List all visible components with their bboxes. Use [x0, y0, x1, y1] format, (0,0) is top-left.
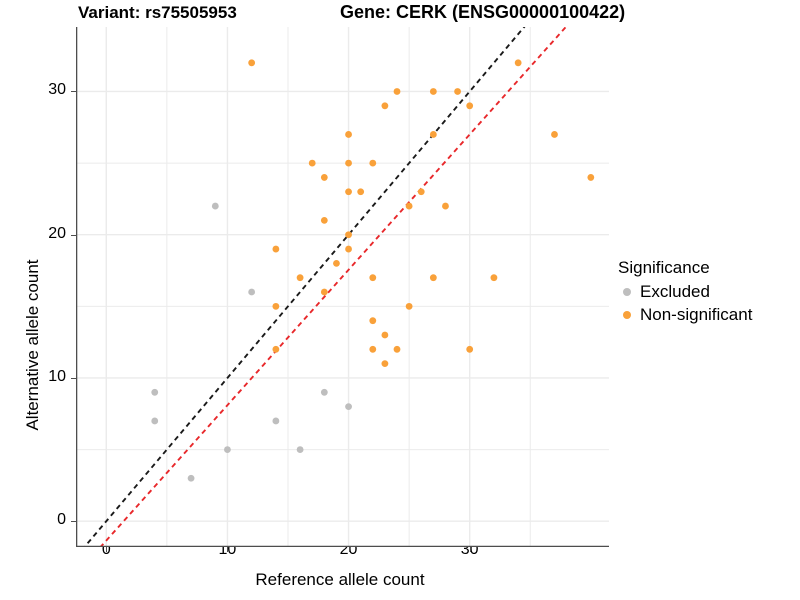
data-point	[417, 188, 425, 196]
x-tick-mark	[227, 547, 229, 552]
data-point	[381, 102, 389, 110]
y-tick-mark	[71, 91, 76, 93]
legend-item-label: Excluded	[640, 281, 710, 301]
data-point	[381, 360, 389, 368]
data-point	[405, 302, 413, 310]
data-point	[211, 202, 219, 210]
data-point	[248, 59, 256, 67]
y-tick-label: 0	[57, 511, 66, 529]
data-point	[272, 417, 280, 425]
data-point	[429, 88, 437, 95]
data-point	[442, 202, 449, 210]
data-point	[551, 131, 558, 138]
y-tick-label: 30	[48, 81, 66, 99]
y-tick-mark	[71, 521, 76, 523]
legend-swatch	[623, 310, 631, 319]
data-point	[272, 345, 280, 353]
legend: Significance Excluded Non-significant	[618, 258, 798, 326]
data-point	[345, 403, 352, 411]
data-point	[308, 159, 316, 167]
data-point	[248, 288, 256, 296]
y-tick-label: 10	[48, 367, 66, 385]
x-tick-mark	[469, 547, 471, 552]
data-point	[320, 388, 328, 396]
reference-line-identity	[83, 27, 526, 547]
data-point	[151, 388, 159, 396]
data-point	[187, 474, 195, 482]
data-point	[514, 59, 522, 67]
x-tick-mark	[348, 547, 350, 552]
data-point	[296, 274, 304, 282]
data-point	[345, 231, 352, 239]
y-tick-mark	[71, 377, 76, 379]
data-point	[345, 188, 352, 196]
data-point	[454, 88, 461, 95]
data-point	[369, 159, 377, 167]
data-point	[272, 302, 280, 310]
data-point	[357, 188, 365, 196]
data-point	[587, 174, 595, 181]
data-point	[381, 331, 389, 339]
data-point	[429, 131, 437, 138]
data-point	[405, 202, 413, 210]
data-point	[320, 216, 328, 224]
legend-swatch	[623, 287, 631, 296]
data-point	[224, 446, 231, 453]
data-point	[320, 288, 328, 296]
data-point	[272, 245, 280, 253]
data-point	[429, 274, 437, 282]
panel-background	[76, 27, 609, 547]
y-axis-title: Alternative allele count	[23, 259, 42, 431]
data-point	[345, 131, 352, 138]
data-point	[369, 345, 377, 353]
data-point	[490, 274, 498, 282]
data-point	[393, 345, 401, 353]
data-point	[345, 245, 352, 253]
data-point	[320, 174, 328, 181]
legend-key-dot-icon	[618, 306, 636, 324]
data-point	[466, 102, 474, 110]
legend-item-non-significant[interactable]: Non-significant	[618, 303, 798, 326]
x-tick-mark	[106, 547, 108, 552]
legend-items: Excluded Non-significant	[618, 280, 798, 326]
data-point	[151, 417, 159, 425]
plot-title-row: Variant: rs75505953 Gene: CERK (ENSG0000…	[0, 0, 800, 30]
plot-canvas	[76, 27, 609, 547]
legend-key-dot-icon	[618, 283, 636, 301]
y-tick-mark	[71, 234, 76, 236]
data-point	[345, 159, 352, 167]
gene-title: Gene: CERK (ENSG00000100422)	[340, 2, 626, 22]
x-axis-title: Reference allele count	[255, 570, 425, 589]
legend-item-excluded[interactable]: Excluded	[618, 280, 798, 303]
y-tick-label: 20	[48, 224, 66, 242]
reference-line-fit	[99, 27, 568, 547]
data-point	[466, 345, 474, 353]
variant-title: Variant: rs75505953	[78, 3, 237, 22]
legend-item-label: Non-significant	[640, 304, 753, 324]
data-point	[333, 259, 340, 267]
data-point	[296, 446, 304, 453]
plot-panel	[76, 27, 609, 547]
data-point	[369, 274, 377, 282]
data-point	[369, 317, 377, 325]
data-point	[393, 88, 401, 95]
legend-title: Significance	[618, 258, 710, 277]
